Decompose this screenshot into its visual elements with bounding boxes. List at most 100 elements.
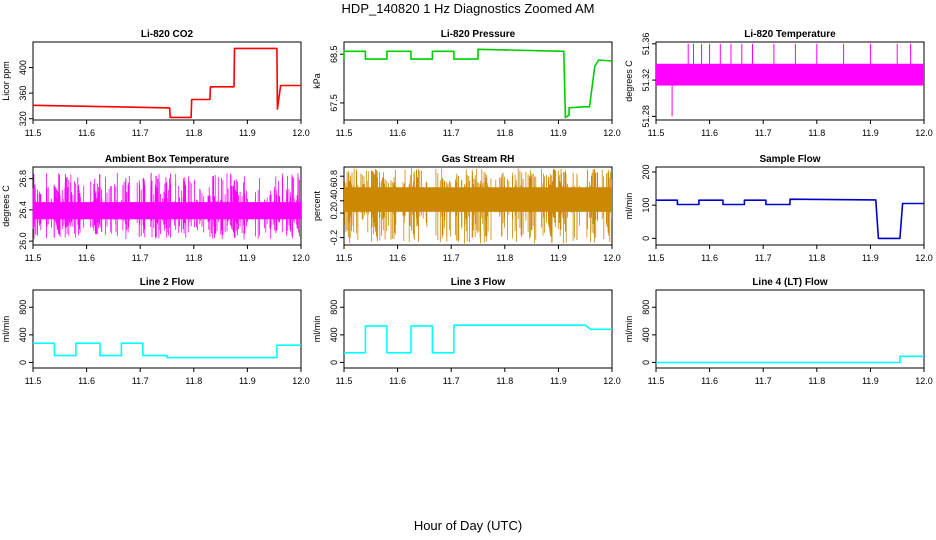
x-tick-label: 12.0: [603, 376, 621, 386]
plot-frame: [343, 41, 613, 121]
x-tick-label: 11.7: [755, 128, 772, 138]
series-line: [33, 342, 301, 359]
y-axis-label: kPa: [312, 73, 322, 89]
y-axis-label: ml/min: [312, 316, 322, 343]
x-tick-label: 11.6: [389, 376, 406, 386]
y-tick-label: 26.4: [18, 201, 28, 219]
x-tick-label: 11.9: [239, 376, 256, 386]
x-tick-label: 12.0: [292, 128, 310, 138]
panel-title: Line 4 (LT) Flow: [752, 277, 828, 288]
data-spikes: [344, 168, 612, 244]
y-axis-label: degrees C: [624, 60, 634, 102]
x-tick-label: 11.7: [132, 253, 149, 263]
y-tick-label: 0: [641, 236, 651, 241]
y-axis-label: degrees C: [1, 185, 11, 227]
series-line: [343, 48, 613, 119]
x-tick-label: 11.9: [862, 128, 879, 138]
panel-title: Sample Flow: [759, 154, 820, 165]
x-tick-label: 11.7: [443, 128, 460, 138]
x-tick-label: 12.0: [603, 253, 621, 263]
y-tick-label: 800: [329, 300, 339, 315]
y-axis-label: Licor ppm: [1, 61, 11, 101]
series-line: [344, 324, 612, 354]
x-tick-label: 11.5: [648, 376, 665, 386]
y-tick-label: 320: [18, 111, 28, 126]
x-tick-label: 12.0: [915, 253, 933, 263]
x-tick-label: 11.6: [78, 253, 95, 263]
x-tick-label: 11.7: [443, 376, 460, 386]
y-tick-label: 0: [18, 360, 28, 365]
panel-title: Line 2 Flow: [140, 277, 195, 288]
x-tick-label: 11.9: [550, 253, 567, 263]
y-axis-label: percent: [312, 190, 322, 221]
panel-title: Li-820 Pressure: [441, 29, 516, 40]
plot-frame: [655, 166, 925, 246]
x-tick-label: 11.8: [185, 376, 202, 386]
y-tick-label: 0: [641, 360, 651, 365]
x-tick-label: 11.6: [701, 376, 718, 386]
x-tick-label: 12.0: [292, 253, 310, 263]
y-tick-label: 0.4: [329, 195, 339, 208]
y-tick-label: 26.8: [18, 170, 28, 188]
x-tick-label: 11.7: [132, 128, 149, 138]
series-line: [656, 355, 924, 364]
y-axis-label: ml/min: [624, 193, 634, 220]
y-tick-label: 0.2: [329, 207, 339, 220]
x-tick-label: 11.8: [808, 253, 825, 263]
y-axis-label: ml/min: [1, 316, 11, 343]
x-tick-label: 11.7: [755, 376, 772, 386]
y-tick-label: 200: [641, 164, 651, 179]
y-tick-label: 51.32: [641, 69, 651, 92]
panel-9: Line 4 (LT) Flow ml/min 11.5 11.6 11.7 11.8 11…: [624, 277, 933, 386]
x-tick-label: 11.7: [132, 376, 149, 386]
x-tick-label: 11.5: [648, 253, 665, 263]
x-tick-label: 11.6: [389, 128, 406, 138]
y-tick-label: -0.2: [329, 230, 339, 246]
x-tick-label: 11.7: [755, 253, 772, 263]
x-tick-label: 12.0: [915, 128, 933, 138]
panel-title: Ambient Box Temperature: [105, 154, 230, 165]
panel-1: Li-820 CO2 Licor ppm 11.5 11.6 11.7 11.8 11.9 1…: [1, 29, 310, 138]
plot-frame: [32, 289, 302, 369]
y-tick-label: 400: [329, 327, 339, 342]
y-tick-label: 0.6: [329, 182, 339, 195]
x-tick-label: 11.5: [336, 128, 353, 138]
x-tick-label: 11.8: [808, 376, 825, 386]
series-line: [656, 198, 924, 240]
x-tick-label: 11.5: [25, 128, 42, 138]
x-tick-label: 11.9: [239, 128, 256, 138]
x-tick-label: 11.6: [701, 253, 718, 263]
y-tick-label: 0: [329, 360, 339, 365]
y-tick-label: 100: [641, 198, 651, 213]
panel-5: Gas Stream RH percent 11.5 11.6 11.7 11.8 11.9…: [312, 154, 621, 263]
data-band: [656, 63, 924, 86]
y-tick-label: 51.28: [641, 105, 651, 128]
panel-2: Li-820 Pressure kPa 11.5 11.6 11.7 11.8 11.9 12…: [312, 29, 621, 138]
x-tick-label: 11.8: [496, 376, 513, 386]
y-tick-label: 800: [18, 300, 28, 315]
x-tick-label: 11.5: [25, 376, 42, 386]
x-tick-label: 11.9: [862, 376, 879, 386]
y-tick-label: 360: [18, 86, 28, 101]
panel-3: Li-820 Temperature degrees C 11.5 11.6 11.7 1…: [624, 29, 933, 138]
series-spikes: [671, 43, 912, 117]
x-tick-label: 11.8: [496, 128, 513, 138]
x-tick-label: 12.0: [292, 376, 310, 386]
y-tick-label: 68.5: [329, 45, 339, 63]
y-tick-label: 51.36: [641, 33, 651, 56]
x-tick-label: 11.8: [185, 128, 202, 138]
y-axis-label: ml/min: [624, 316, 634, 343]
x-tick-label: 11.8: [496, 253, 513, 263]
x-tick-label: 11.5: [25, 253, 42, 263]
plot-frame: [655, 289, 925, 369]
x-tick-label: 12.0: [915, 376, 933, 386]
x-axis-label: Hour of Day (UTC): [413, 518, 523, 533]
y-tick-label: 400: [641, 327, 651, 342]
panel-7: Line 2 Flow ml/min 11.5 11.6 11.7 11.8 11.9 12.…: [1, 277, 310, 386]
x-tick-label: 11.9: [239, 253, 256, 263]
plot-frame: [343, 289, 613, 369]
panel-title: Li-820 CO2: [141, 29, 194, 40]
x-tick-label: 11.6: [78, 376, 95, 386]
y-tick-label: 400: [18, 327, 28, 342]
